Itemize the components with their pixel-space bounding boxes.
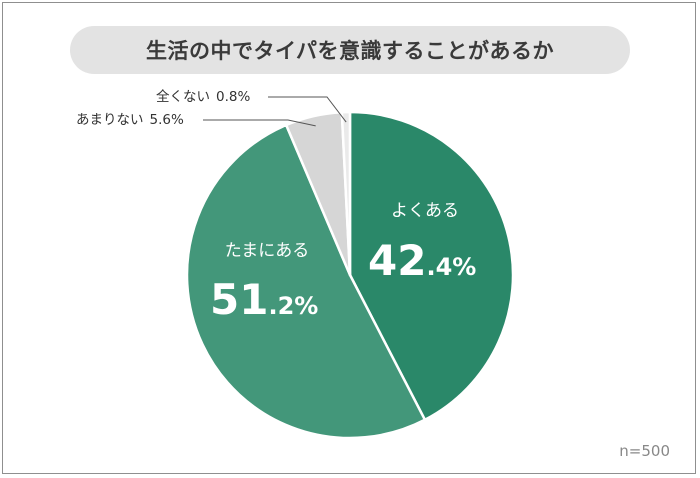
slice-label-yokuaru: よくある	[391, 201, 459, 221]
slice-label-mattakunai: 全くない 0.8%	[156, 88, 250, 105]
leader-line-amarinai	[203, 119, 316, 127]
slice-yokuaru	[348, 110, 515, 422]
slice-value-tamaniaru: 51.2%	[210, 275, 318, 324]
slice-label-amarinai-value: 5.6%	[150, 112, 184, 128]
slice-label-tamaniaru: たまにある	[225, 241, 310, 261]
leader-lines	[203, 96, 347, 127]
slice-tamaniaru	[185, 123, 427, 440]
slice-value-tamaniaru-dec: .2%	[268, 292, 318, 320]
chart-title: 生活の中でタイパを意識することがあるか	[70, 26, 630, 74]
slice-value-yokuaru-dec: .4%	[426, 253, 476, 281]
slice-label-mattakunai-value: 0.8%	[216, 89, 250, 105]
leader-line-mattakunai	[268, 96, 347, 123]
slice-label-amarinai: あまりない 5.6%	[76, 112, 184, 128]
slice-mattakunai	[340, 110, 352, 277]
slice-label-mattakunai-name: 全くない	[156, 88, 210, 105]
slice-value-yokuaru: 42.4%	[368, 236, 476, 285]
slice-value-yokuaru-main: 42	[368, 236, 426, 285]
sample-size-note: n=500	[619, 442, 670, 460]
slice-value-tamaniaru-main: 51	[210, 275, 268, 324]
pie-slices	[185, 110, 515, 440]
slice-label-amarinai-name: あまりない	[76, 112, 144, 128]
